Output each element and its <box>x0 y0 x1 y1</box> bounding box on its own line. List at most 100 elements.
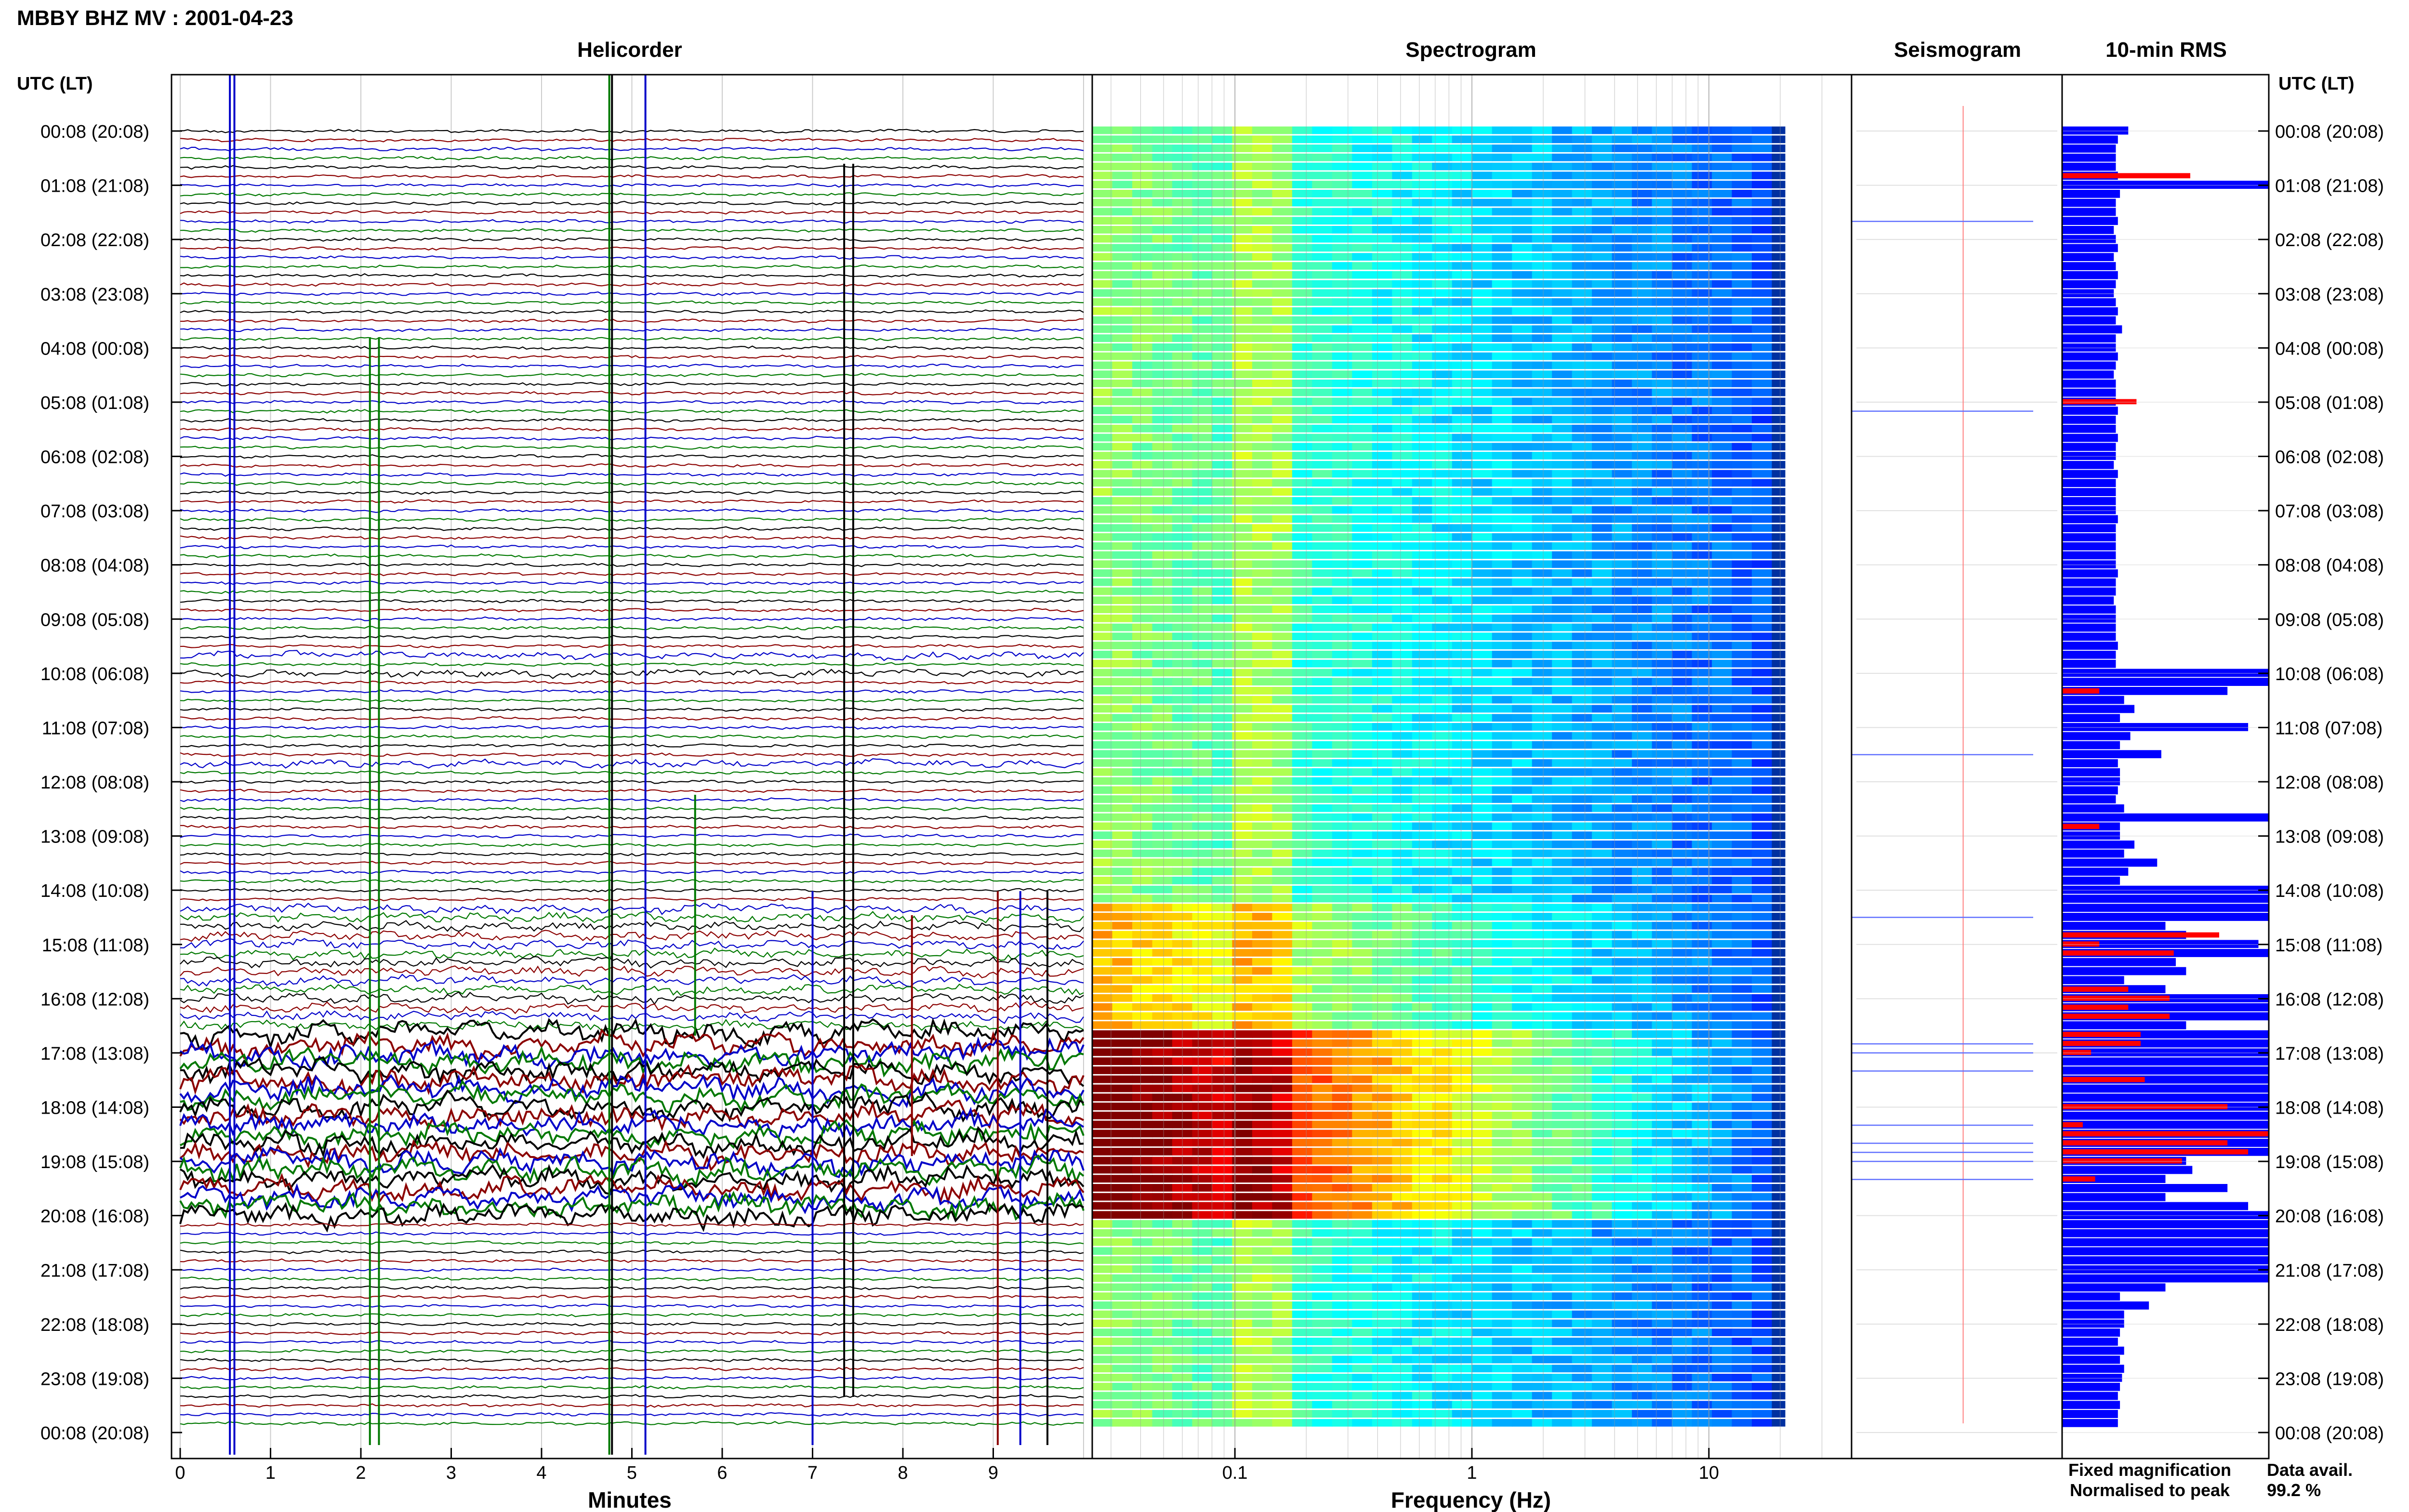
spectrogram-cell <box>1192 904 1213 912</box>
spectrogram-cell <box>1352 623 1373 631</box>
spectrogram-cell <box>1552 777 1573 785</box>
spectrogram-cell <box>1252 650 1273 658</box>
spectrogram-cell <box>1532 1355 1553 1364</box>
helicorder-trace <box>180 1313 1084 1317</box>
spectrogram-cell <box>1452 768 1473 776</box>
spectrogram-cell <box>1232 316 1253 324</box>
spectrogram-cell <box>1632 1166 1653 1174</box>
spectrogram-cell <box>1572 226 1593 234</box>
spectrogram-cell <box>1752 1310 1773 1318</box>
spectrogram-cell <box>1752 289 1773 297</box>
spectrogram-cell <box>1352 1229 1373 1237</box>
spectrogram-cell <box>1732 334 1752 342</box>
spectrogram-cell <box>1372 343 1393 351</box>
spectrogram-cell <box>1632 894 1653 903</box>
helicorder-trace <box>180 273 1084 278</box>
spectrogram-cell <box>1432 1066 1453 1074</box>
spectrogram-cell <box>1252 1292 1273 1300</box>
spectrogram-cell <box>1292 976 1313 984</box>
spectrogram-cell <box>1612 1193 1633 1201</box>
spectrogram-cell <box>1312 352 1333 360</box>
spectrogram-cell <box>1512 1247 1533 1255</box>
spectrogram-cell <box>1192 280 1213 288</box>
spectrogram-cell <box>1332 135 1353 144</box>
spectrogram-cell <box>1212 1175 1233 1183</box>
spectrogram-cell <box>1352 632 1373 641</box>
spectrogram-cell <box>1652 985 1673 993</box>
spectrogram-cell <box>1212 560 1233 568</box>
spectrogram-cell <box>1492 1139 1513 1146</box>
spectrogram-cell <box>1252 388 1273 396</box>
spectrogram-cell <box>1752 1355 1773 1364</box>
spectrogram-cell <box>1252 921 1273 930</box>
spectrogram-cell <box>1452 967 1473 975</box>
spectrogram-cell <box>1572 1220 1593 1228</box>
spectrogram-cell <box>1092 506 1113 514</box>
spectrogram-cell <box>1232 479 1253 487</box>
spectrogram-cell <box>1212 434 1233 442</box>
spectrogram-cell <box>1712 659 1733 668</box>
spectrogram-cell <box>1732 705 1752 713</box>
spectrogram-cell <box>1152 334 1173 342</box>
spectrogram-cell <box>1572 1328 1593 1336</box>
spectrogram-cell <box>1332 949 1353 957</box>
spectrogram-cell <box>1412 253 1433 261</box>
spectrogram-cell <box>1552 913 1573 920</box>
spectrogram-cell <box>1652 488 1673 496</box>
spectrogram-cell <box>1232 1139 1253 1146</box>
spectrogram-cell <box>1112 171 1133 180</box>
spectrogram-cell <box>1332 750 1353 758</box>
spectrogram-cell <box>1212 1265 1233 1273</box>
spectrogram-cell <box>1452 560 1473 568</box>
spectrogram-cell <box>1192 488 1213 496</box>
spectrogram-cell <box>1532 1346 1553 1354</box>
spectrogram-cell <box>1572 135 1593 144</box>
spectrogram-cell <box>1212 370 1233 378</box>
spectrogram-cell <box>1312 316 1333 324</box>
spectrogram-cell <box>1252 1139 1273 1146</box>
spectrogram-edge <box>1772 343 1786 351</box>
spectrogram-cell <box>1552 407 1573 415</box>
helicorder-trace <box>180 1000 1084 1014</box>
spectrogram-cell <box>1212 623 1233 631</box>
spectrogram-cell <box>1512 659 1533 668</box>
spectrogram-cell <box>1392 750 1413 758</box>
spectrogram-cell <box>1452 352 1473 360</box>
spectrogram-cell <box>1452 1103 1473 1110</box>
spectrogram-cell <box>1692 813 1713 821</box>
spectrogram-cell <box>1352 1120 1373 1129</box>
spectrogram-cell <box>1652 126 1673 134</box>
spectrogram-cell <box>1712 985 1733 993</box>
spectrogram-cell <box>1372 804 1393 812</box>
spectrogram-cell <box>1632 605 1653 613</box>
spectrogram-cell <box>1432 985 1453 993</box>
spectrogram-cell <box>1232 1111 1253 1119</box>
spectrogram-cell <box>1232 460 1253 469</box>
spectrogram-cell <box>1092 470 1113 478</box>
spectrogram-cell <box>1232 894 1253 903</box>
spectrogram-cell <box>1292 352 1313 360</box>
spectrogram-cell <box>1352 678 1373 685</box>
spectrogram-cell <box>1672 976 1693 984</box>
spectrogram-edge <box>1772 831 1786 839</box>
spectrogram-cell <box>1472 424 1493 433</box>
spectrogram-cell <box>1292 416 1313 423</box>
spectrogram-cell <box>1752 190 1773 197</box>
spectrogram-cell <box>1752 1346 1773 1354</box>
spectrogram-cell <box>1292 596 1313 605</box>
spectrogram-cell <box>1692 334 1713 342</box>
spectrogram-cell <box>1632 460 1653 469</box>
spectrogram-cell <box>1592 1229 1613 1237</box>
spectrogram-cell <box>1192 171 1213 180</box>
spectrogram-cell <box>1272 885 1293 894</box>
spectrogram-cell <box>1392 958 1413 966</box>
helicorder-trace <box>180 490 1084 495</box>
spectrogram-cell <box>1272 1256 1293 1264</box>
spectrogram-cell <box>1292 1048 1313 1056</box>
spectrogram-cell <box>1152 416 1173 423</box>
spectrogram-cell <box>1752 868 1773 876</box>
spectrogram-cell <box>1092 1229 1113 1237</box>
spectrogram-cell <box>1192 1310 1213 1318</box>
spectrogram-cell <box>1412 271 1433 279</box>
helicorder-trace <box>180 228 1084 233</box>
